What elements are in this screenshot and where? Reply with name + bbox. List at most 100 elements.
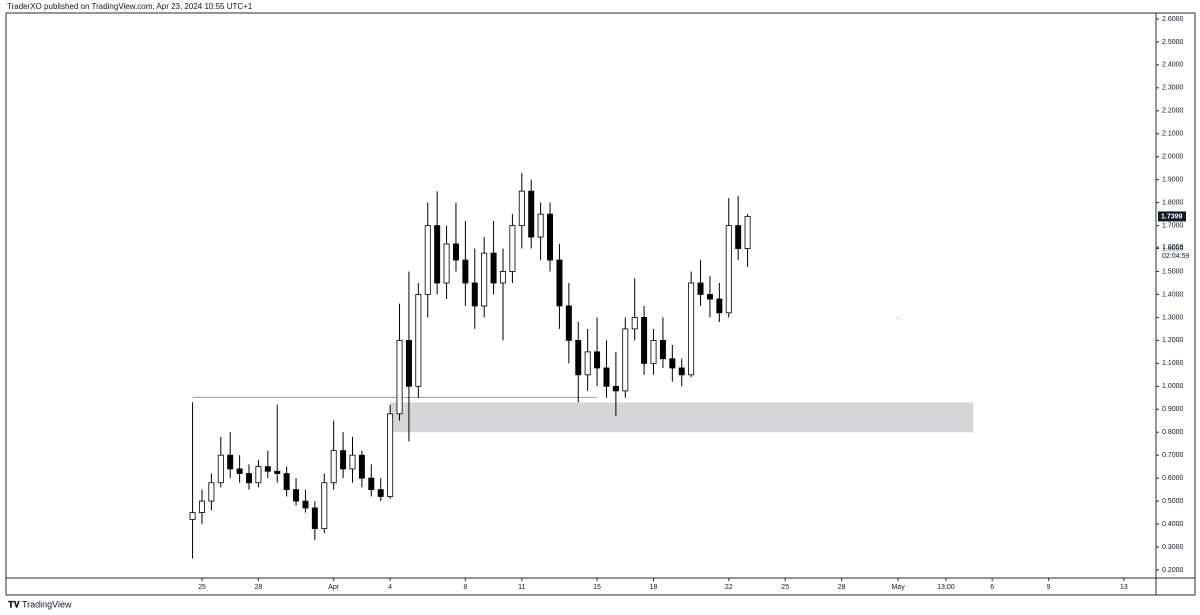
candle-body <box>650 339 657 364</box>
candle-body <box>584 351 591 376</box>
header: TraderXO published on TradingView.com, A… <box>7 2 253 11</box>
candle-body <box>678 367 685 376</box>
y-tick-label: 2.6000 <box>1162 16 1184 23</box>
x-tick-label: 13:00 <box>937 584 955 591</box>
candle-body <box>293 489 300 502</box>
second-price-label: 1.6059 <box>1162 244 1184 251</box>
candle-body <box>735 225 742 249</box>
x-tick-label: 28 <box>838 584 846 591</box>
y-tick-label: 1.8000 <box>1162 199 1184 206</box>
candle-body <box>321 482 328 530</box>
candle-body <box>387 413 394 497</box>
x-tick-label: 4 <box>388 584 392 591</box>
candle-body <box>509 225 516 272</box>
last-price-label: 1.7399 <box>1161 213 1183 220</box>
x-tick-label: 15 <box>593 584 601 591</box>
y-tick-label: 0.4000 <box>1162 521 1184 528</box>
candle-body <box>377 489 384 497</box>
candle-body <box>547 213 554 261</box>
y-tick-label: 1.6000 <box>1162 245 1184 252</box>
y-tick-label: 2.4000 <box>1162 62 1184 69</box>
candle-body <box>274 470 281 474</box>
x-tick-label: 22 <box>725 584 733 591</box>
x-tick-label: 11 <box>518 584 525 591</box>
candle-body <box>434 225 441 284</box>
candle-body <box>603 367 610 387</box>
y-tick-label: 2.1000 <box>1162 131 1184 138</box>
x-tick-label: 6 <box>990 584 994 591</box>
y-tick-label: 1.5000 <box>1162 268 1184 275</box>
candle-body <box>264 466 271 472</box>
y-tick-label: 0.9000 <box>1162 406 1184 413</box>
x-tick-label: May <box>891 584 905 591</box>
y-tick-label: 1.2000 <box>1162 337 1184 344</box>
y-tick-label: 2.2000 <box>1162 108 1184 115</box>
candle-body <box>528 190 535 238</box>
candle-body <box>575 339 582 376</box>
candle-body <box>349 454 356 470</box>
candle-body <box>396 339 403 415</box>
brand: TradingView <box>22 599 72 609</box>
candle-body <box>565 305 572 341</box>
candle-body <box>368 477 375 491</box>
x-tick-label: 13 <box>1120 584 1128 591</box>
y-tick-label: 1.3000 <box>1162 314 1184 321</box>
candle-body <box>490 252 497 284</box>
y-tick-label: 1.7000 <box>1162 222 1184 229</box>
x-tick-label: 25 <box>198 584 206 591</box>
candle-body <box>405 339 412 387</box>
candle-body <box>227 454 234 470</box>
y-tick-label: 0.2000 <box>1162 567 1184 574</box>
dot <box>897 317 899 319</box>
candle-body <box>462 259 469 284</box>
candle-body <box>706 294 713 300</box>
candle-body <box>443 243 450 284</box>
candle-body <box>255 466 262 484</box>
candle-body <box>725 225 732 314</box>
candle-body <box>471 282 478 307</box>
candle-body <box>481 252 488 307</box>
candle-body <box>500 271 506 284</box>
y-tick-label: 0.7000 <box>1162 452 1184 459</box>
zone <box>390 402 974 433</box>
candle-body <box>669 358 676 369</box>
candle-body <box>340 450 347 470</box>
candle-body <box>198 500 205 513</box>
candle-body <box>556 259 563 307</box>
candle-body <box>311 507 318 530</box>
y-tick-label: 0.6000 <box>1162 475 1184 482</box>
candle-body <box>283 473 290 491</box>
y-tick-label: 0.5000 <box>1162 498 1184 505</box>
candle-body <box>594 351 601 369</box>
x-tick-label: 9 <box>1047 584 1051 591</box>
x-tick-label: 25 <box>781 584 789 591</box>
candle-body <box>641 317 648 364</box>
candle-body <box>217 454 224 484</box>
countdown: 02:04:59 <box>1162 253 1189 260</box>
candle-body <box>424 225 431 295</box>
candle-body <box>622 328 629 392</box>
x-tick-label: Apr <box>328 584 340 591</box>
brand-logo: 𝐓𝐕 <box>8 599 21 609</box>
candle-body <box>246 473 252 484</box>
candle-body <box>688 282 695 376</box>
y-tick-label: 1.9000 <box>1162 177 1184 184</box>
candle-body <box>452 243 459 261</box>
candle-body <box>659 339 666 360</box>
candle-body <box>415 294 422 387</box>
y-tick-label: 2.0000 <box>1162 154 1184 161</box>
y-tick-label: 0.3000 <box>1162 544 1184 551</box>
candle-body <box>518 190 525 226</box>
candle-body <box>612 385 619 392</box>
y-tick-label: 1.0000 <box>1162 383 1184 390</box>
candle-body <box>697 282 704 295</box>
y-tick-label: 2.5000 <box>1162 39 1184 46</box>
last-price-box <box>1158 211 1186 222</box>
candle-body <box>236 468 243 474</box>
candle-body <box>302 500 309 509</box>
candle-body <box>330 450 337 484</box>
footer <box>0 597 1200 615</box>
